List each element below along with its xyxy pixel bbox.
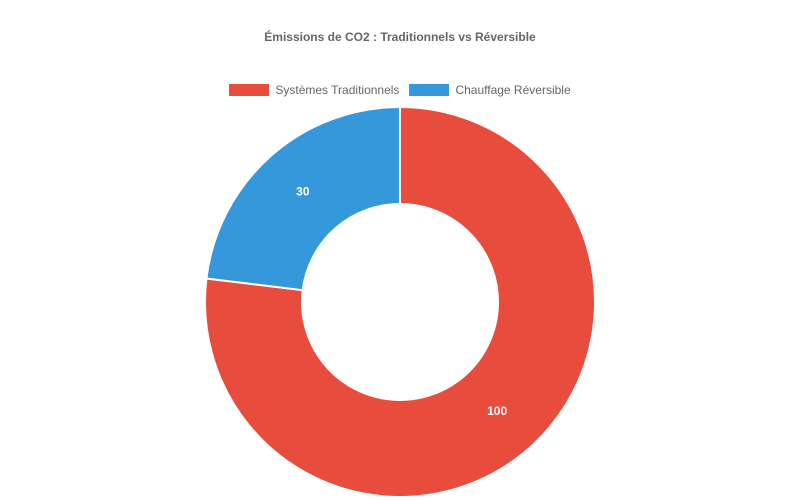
data-label-traditional: 100 [487,404,507,418]
slice-traditional[interactable] [204,105,596,498]
slice-reversible[interactable] [205,105,401,292]
legend-swatch-traditional [229,84,270,96]
legend-item-reversible[interactable]: Chauffage Réversible [409,83,571,97]
legend-item-traditional[interactable]: Systèmes Traditionnels [229,83,399,97]
legend-swatch-reversible [409,84,450,96]
chart-title: Émissions de CO2 : Traditionnels vs Réve… [264,30,536,44]
legend-label-reversible: Chauffage Réversible [455,83,571,97]
data-label-reversible: 30 [296,185,310,199]
chart-legend: Systèmes Traditionnels Chauffage Réversi… [0,83,800,97]
legend-label-traditional: Systèmes Traditionnels [275,83,400,97]
